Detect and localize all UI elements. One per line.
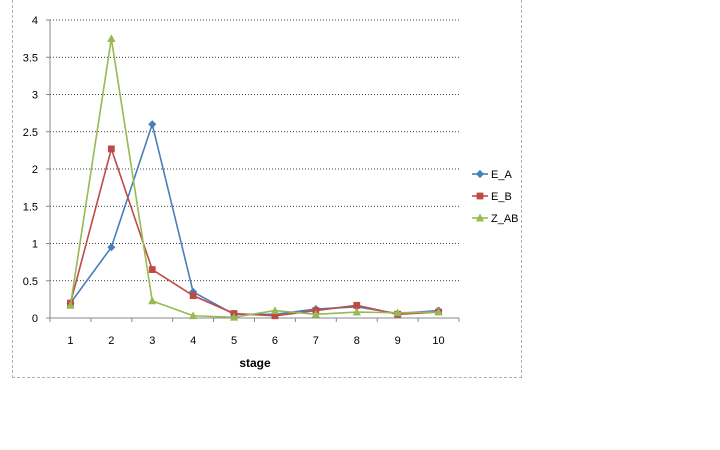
x-tick-label: 10 bbox=[432, 335, 444, 347]
y-tick-label: 1.5 bbox=[23, 201, 38, 213]
legend-marker bbox=[475, 169, 485, 179]
y-tick-label: 4 bbox=[32, 15, 38, 27]
series-line bbox=[69, 146, 439, 317]
data-point bbox=[148, 120, 157, 129]
data-point bbox=[188, 311, 198, 320]
y-tick-label: 0.5 bbox=[23, 276, 38, 288]
data-point bbox=[107, 34, 116, 43]
y-tick-label: 2.5 bbox=[23, 127, 38, 139]
data-point bbox=[148, 266, 156, 273]
data-point bbox=[353, 301, 361, 309]
x-tick-label: 9 bbox=[395, 335, 401, 347]
x-tick-label: 1 bbox=[67, 335, 73, 347]
series-line bbox=[69, 38, 439, 319]
series-z-ab bbox=[66, 34, 443, 321]
y-tick-label: 1 bbox=[32, 239, 38, 251]
legend: E_A E_B Z_AB bbox=[472, 169, 519, 225]
x-tick-label: 5 bbox=[231, 335, 237, 347]
series-e-a bbox=[66, 120, 443, 319]
data-point bbox=[434, 307, 443, 316]
x-axis-title: stage bbox=[239, 356, 271, 370]
legend-label: E_B bbox=[491, 191, 512, 203]
y-tick-labels: 0 0.5 1 1.5 2 2.5 3 3.5 4 bbox=[23, 15, 38, 325]
data-point bbox=[311, 309, 321, 318]
legend-item: E_B bbox=[472, 191, 512, 203]
x-tick-label: 8 bbox=[354, 335, 360, 347]
data-point bbox=[229, 312, 239, 321]
y-tick-label: 2 bbox=[32, 164, 38, 176]
series-e-b bbox=[67, 145, 442, 320]
legend-marker bbox=[476, 192, 484, 200]
data-point bbox=[66, 300, 75, 309]
chart-frame bbox=[12, 0, 522, 378]
data-point bbox=[107, 145, 115, 153]
legend-item: Z_AB bbox=[472, 213, 519, 225]
data-point bbox=[189, 292, 197, 300]
legend-label: E_A bbox=[491, 169, 512, 181]
series-lines bbox=[66, 34, 443, 321]
data-point bbox=[393, 308, 402, 317]
legend-label: Z_AB bbox=[491, 213, 519, 225]
x-tick-label: 4 bbox=[190, 335, 196, 347]
legend-marker bbox=[475, 213, 485, 222]
x-tick-label: 2 bbox=[108, 335, 114, 347]
axes bbox=[46, 19, 460, 322]
data-point bbox=[148, 296, 157, 305]
y-tick-label: 3.5 bbox=[23, 52, 38, 64]
x-tick-label: 7 bbox=[313, 335, 319, 347]
x-tick-label: 6 bbox=[272, 335, 278, 347]
data-point bbox=[270, 306, 280, 314]
data-point bbox=[352, 307, 361, 316]
legend-item: E_A bbox=[472, 169, 512, 181]
y-tick-label: 0 bbox=[32, 313, 38, 325]
data-point bbox=[107, 243, 116, 252]
x-tick-label: 3 bbox=[149, 335, 155, 347]
x-tick-labels: 1 2 3 4 5 6 7 8 9 10 bbox=[67, 335, 444, 347]
series-line bbox=[69, 121, 439, 316]
y-tick-label: 3 bbox=[32, 90, 38, 102]
grid-lines bbox=[50, 19, 459, 282]
